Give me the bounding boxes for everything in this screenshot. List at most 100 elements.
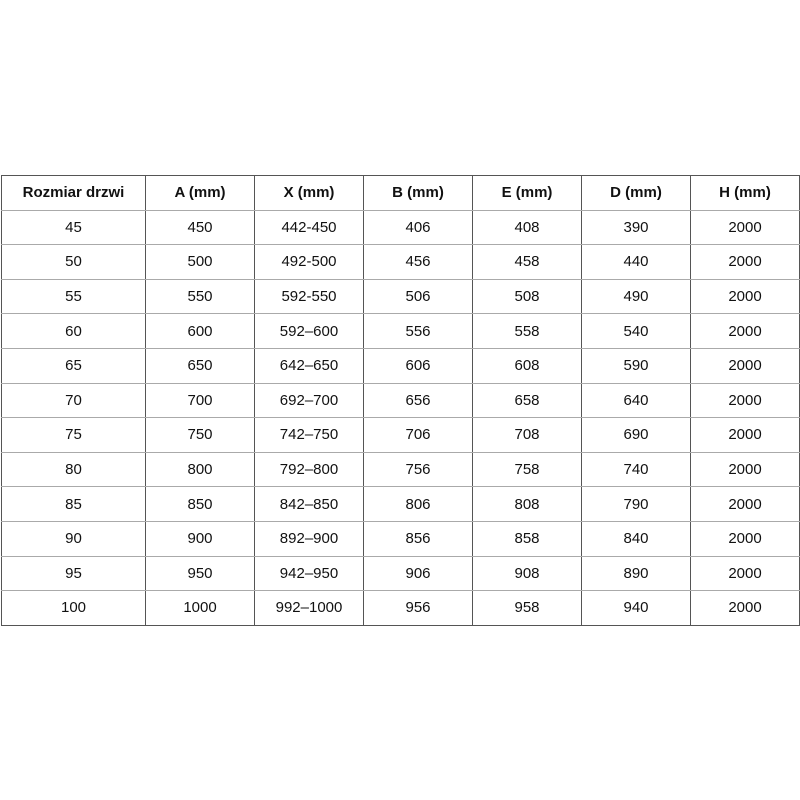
table-cell: 2000 xyxy=(690,244,800,280)
table-cell: 50 xyxy=(1,244,146,280)
table-cell: 890 xyxy=(581,555,691,592)
table-row: 60 600 592–600 556 558 540 2000 xyxy=(1,313,800,349)
table-cell: 55 xyxy=(1,278,146,315)
table-cell: 390 xyxy=(581,209,691,246)
table-cell: 958 xyxy=(472,590,582,626)
table-cell: 808 xyxy=(472,486,582,522)
table-cell: 442-450 xyxy=(254,209,364,246)
table-cell: 2000 xyxy=(690,590,800,626)
table-cell: 656 xyxy=(363,382,473,419)
column-header: H (mm) xyxy=(690,175,800,211)
table-cell: 1000 xyxy=(145,590,255,626)
table-cell: 908 xyxy=(472,555,582,592)
table-cell: 856 xyxy=(363,520,473,557)
table-cell: 700 xyxy=(145,382,255,419)
table-cell: 906 xyxy=(363,555,473,592)
table-cell: 500 xyxy=(145,244,255,280)
table-cell: 692–700 xyxy=(254,382,364,419)
table-cell: 850 xyxy=(145,486,255,522)
column-header: Rozmiar drzwi xyxy=(1,175,146,211)
table-cell: 70 xyxy=(1,382,146,419)
table-row: 95 950 942–950 906 908 890 2000 xyxy=(1,555,800,592)
table-cell: 2000 xyxy=(690,555,800,592)
table-cell: 956 xyxy=(363,590,473,626)
table-cell: 640 xyxy=(581,382,691,419)
table-cell: 690 xyxy=(581,417,691,453)
table-cell: 558 xyxy=(472,313,582,349)
header-row: Rozmiar drzwi A (mm) X (mm) B (mm) E (mm) D (… xyxy=(1,175,800,211)
table-row: 45 450 442-450 406 408 390 2000 xyxy=(1,209,800,246)
table-cell: 2000 xyxy=(690,209,800,246)
table-row: 80 800 792–800 756 758 740 2000 xyxy=(1,451,800,488)
table-cell: 592-550 xyxy=(254,278,364,315)
table-cell: 706 xyxy=(363,417,473,453)
table-row: 50 500 492-500 456 458 440 2000 xyxy=(1,244,800,280)
table-cell: 600 xyxy=(145,313,255,349)
table-cell: 95 xyxy=(1,555,146,592)
table-cell: 606 xyxy=(363,347,473,384)
table-cell: 590 xyxy=(581,347,691,384)
table-cell: 740 xyxy=(581,451,691,488)
column-header: D (mm) xyxy=(581,175,691,211)
table-cell: 2000 xyxy=(690,278,800,315)
table-cell: 2000 xyxy=(690,486,800,522)
table-cell: 842–850 xyxy=(254,486,364,522)
table-cell: 2000 xyxy=(690,313,800,349)
table-cell: 2000 xyxy=(690,417,800,453)
table-cell: 742–750 xyxy=(254,417,364,453)
table-cell: 658 xyxy=(472,382,582,419)
column-header: E (mm) xyxy=(472,175,582,211)
table-cell: 85 xyxy=(1,486,146,522)
table-cell: 90 xyxy=(1,520,146,557)
table-cell: 80 xyxy=(1,451,146,488)
table-cell: 840 xyxy=(581,520,691,557)
table-cell: 406 xyxy=(363,209,473,246)
table-cell: 592–600 xyxy=(254,313,364,349)
table-cell: 792–800 xyxy=(254,451,364,488)
table-row: 85 850 842–850 806 808 790 2000 xyxy=(1,486,800,522)
table-cell: 492-500 xyxy=(254,244,364,280)
table-cell: 940 xyxy=(581,590,691,626)
table-cell: 992–1000 xyxy=(254,590,364,626)
door-dimensions-table: Rozmiar drzwi A (mm) X (mm) B (mm) E (mm) D (… xyxy=(1,175,800,626)
table-cell: 708 xyxy=(472,417,582,453)
column-header: B (mm) xyxy=(363,175,473,211)
table-row: 70 700 692–700 656 658 640 2000 xyxy=(1,382,800,419)
table-cell: 75 xyxy=(1,417,146,453)
table-cell: 650 xyxy=(145,347,255,384)
table-cell: 490 xyxy=(581,278,691,315)
column-header: A (mm) xyxy=(145,175,255,211)
table-cell: 790 xyxy=(581,486,691,522)
table-cell: 950 xyxy=(145,555,255,592)
table-cell: 642–650 xyxy=(254,347,364,384)
table-cell: 65 xyxy=(1,347,146,384)
table-row: 65 650 642–650 606 608 590 2000 xyxy=(1,347,800,384)
table-cell: 456 xyxy=(363,244,473,280)
table-cell: 800 xyxy=(145,451,255,488)
table-cell: 806 xyxy=(363,486,473,522)
column-header: X (mm) xyxy=(254,175,364,211)
table-cell: 450 xyxy=(145,209,255,246)
table-cell: 750 xyxy=(145,417,255,453)
table-cell: 892–900 xyxy=(254,520,364,557)
table-row: 90 900 892–900 856 858 840 2000 xyxy=(1,520,800,557)
table-cell: 2000 xyxy=(690,347,800,384)
table-cell: 440 xyxy=(581,244,691,280)
table-cell: 45 xyxy=(1,209,146,246)
table-row: 75 750 742–750 706 708 690 2000 xyxy=(1,417,800,453)
table-cell: 508 xyxy=(472,278,582,315)
table-row: 100 1000 992–1000 956 958 940 2000 xyxy=(1,590,800,626)
table-cell: 60 xyxy=(1,313,146,349)
table-cell: 100 xyxy=(1,590,146,626)
table-cell: 550 xyxy=(145,278,255,315)
table-cell: 556 xyxy=(363,313,473,349)
table-cell: 900 xyxy=(145,520,255,557)
table-cell: 758 xyxy=(472,451,582,488)
table-cell: 2000 xyxy=(690,451,800,488)
table-cell: 858 xyxy=(472,520,582,557)
table-cell: 942–950 xyxy=(254,555,364,592)
table-cell: 756 xyxy=(363,451,473,488)
table-cell: 506 xyxy=(363,278,473,315)
table-cell: 2000 xyxy=(690,382,800,419)
table-cell: 2000 xyxy=(690,520,800,557)
